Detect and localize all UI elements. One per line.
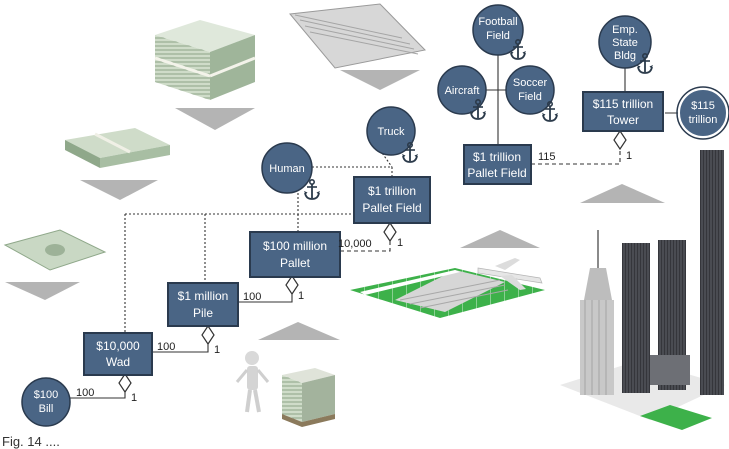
svg-text:Field: Field: [518, 91, 542, 103]
circle-bill: $100 Bill: [21, 377, 71, 427]
svg-text:Bldg: Bldg: [614, 50, 636, 62]
box-100-million-pallet: $100 million Pallet: [249, 231, 341, 278]
svg-text:$1 million: $1 million: [178, 289, 229, 303]
svg-text:100: 100: [76, 387, 94, 399]
circle-empire-state: Emp. State Bldg: [598, 15, 654, 74]
svg-text:1: 1: [214, 344, 220, 356]
svg-text:$1 trillion: $1 trillion: [368, 184, 416, 198]
svg-text:trillion: trillion: [689, 114, 718, 126]
svg-text:Football: Football: [478, 16, 517, 28]
empire-state-illustration: [580, 230, 614, 395]
aggregation-diamonds: [118, 129, 627, 394]
circle-soccer-field: Soccer Field: [505, 65, 559, 122]
multiplicity-labels: 100 1 100 1 100 1 10,000 1 115 1: [76, 150, 632, 404]
person-pallet-illustration: [235, 351, 335, 427]
svg-text:$115 trillion: $115 trillion: [593, 97, 653, 111]
svg-text:115: 115: [538, 151, 556, 163]
aircraft-illustration: [477, 258, 543, 290]
gray-arrow-4: [340, 70, 420, 90]
svg-text:Pallet Field: Pallet Field: [362, 201, 421, 215]
gray-arrow-5: [258, 322, 340, 340]
connectors: [70, 40, 683, 399]
single-bill-illustration: [3, 229, 107, 271]
svg-text:1: 1: [131, 392, 137, 404]
skyline-illustration: [560, 150, 725, 430]
gray-arrow-7: [580, 184, 665, 203]
circle-aircraft: Aircraft: [437, 65, 487, 120]
svg-text:$1 trillion: $1 trillion: [473, 150, 521, 164]
svg-text:Emp.: Emp.: [612, 24, 638, 36]
svg-text:100: 100: [243, 291, 261, 303]
circle-football-field: Football Field: [472, 4, 527, 60]
svg-text:1: 1: [397, 237, 403, 249]
gray-arrow-1: [175, 108, 255, 130]
svg-text:Bill: Bill: [39, 403, 54, 415]
box-1-million-pile: $1 million Pile: [167, 282, 239, 327]
svg-text:10,000: 10,000: [338, 238, 372, 250]
svg-text:Pile: Pile: [193, 306, 213, 320]
svg-text:Human: Human: [269, 163, 304, 175]
box-115-trillion-tower: $115 trillion Tower: [582, 91, 664, 132]
box-10000-wad: $10,000 Wad: [83, 332, 153, 376]
figure-caption: Fig. 14 ....: [2, 434, 60, 449]
gray-arrow-6: [460, 230, 540, 248]
svg-text:1: 1: [626, 150, 632, 162]
pallet-sheet-illustration: [289, 3, 427, 69]
circle-115-trillion: $115 trillion: [676, 86, 729, 140]
svg-text:$100: $100: [34, 389, 58, 401]
svg-text:Soccer: Soccer: [513, 77, 548, 89]
circle-truck: Truck: [366, 106, 419, 163]
svg-text:Truck: Truck: [377, 126, 405, 138]
gray-arrow-3: [5, 282, 80, 300]
svg-text:$115: $115: [691, 100, 715, 112]
svg-text:State: State: [612, 37, 638, 49]
svg-text:$100 million: $100 million: [263, 239, 327, 253]
svg-text:100: 100: [157, 341, 175, 353]
svg-text:Tower: Tower: [607, 113, 639, 127]
gray-arrow-2: [80, 180, 158, 200]
svg-text:$10,000: $10,000: [96, 339, 140, 353]
money-cube-illustration: [154, 20, 256, 100]
svg-text:Wad: Wad: [106, 355, 130, 369]
circle-human: Human: [261, 142, 321, 200]
box-1-trillion-pallet-field-mid: $1 trillion Pallet Field: [353, 176, 431, 224]
box-1-trillion-pallet-field-top: $1 trillion Pallet Field: [463, 144, 532, 185]
cash-bundle-illustration: [65, 128, 170, 168]
svg-text:Field: Field: [486, 30, 510, 42]
svg-text:Pallet: Pallet: [280, 256, 311, 270]
svg-text:Pallet Field: Pallet Field: [467, 166, 526, 180]
pallet-field-illustration: [350, 258, 545, 318]
svg-text:Aircraft: Aircraft: [445, 85, 480, 97]
svg-text:1: 1: [298, 290, 304, 302]
